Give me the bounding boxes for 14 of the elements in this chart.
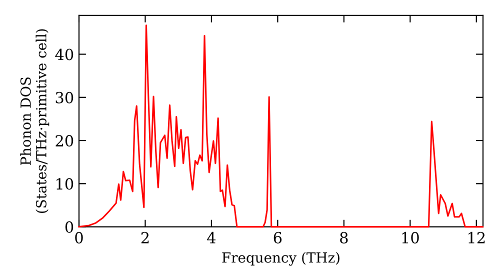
y-axis-title: Phonon DOS (States/THz·primitive cell) — [20, 29, 50, 213]
x-tick-label: 10 — [402, 232, 419, 244]
y-tick-label: 30 — [56, 92, 74, 104]
x-axis-title: Frequency (THz) — [222, 252, 340, 266]
y-tick-label: 40 — [55, 48, 74, 60]
x-tick-label: 0 — [75, 232, 83, 244]
x-tick-label: 2 — [141, 232, 149, 244]
y-tick-label: 0 — [65, 221, 74, 233]
y-tick-label: 20 — [56, 134, 74, 147]
x-tick-label: 6 — [274, 232, 282, 244]
x-tick-label: 8 — [340, 232, 348, 244]
x-tick-label: 4 — [207, 232, 216, 244]
x-tick-label: 12 — [468, 232, 485, 244]
y-tick-label: 10 — [56, 178, 74, 190]
